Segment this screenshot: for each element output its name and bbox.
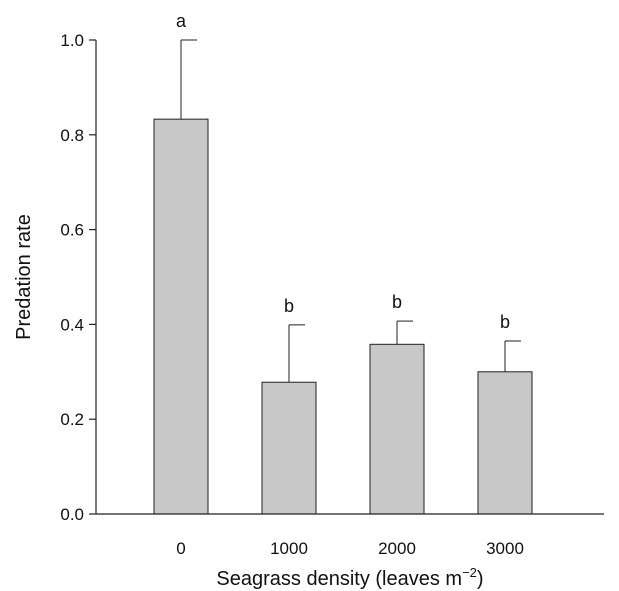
bar-2000 [369,343,425,515]
bar-3000 [477,371,533,515]
y-axis-title: Predation rate [13,214,35,340]
x-axis-title-suffix: ) [477,568,484,590]
significance-label: b [500,312,510,332]
y-tick-label: 0.2 [60,410,84,429]
bar-0 [153,118,209,515]
x-tick-label: 1000 [270,539,308,558]
y-tick-label: 0.6 [60,221,84,240]
y-ticks-layer: 0.0 0.2 0.4 0.6 0.8 1.0 [60,31,96,524]
x-axis-title-exponent: −2 [462,565,477,580]
y-tick-label: 1.0 [60,31,84,50]
x-axis-title-main: Seagrass density (leaves m [216,568,462,590]
error-bars-layer [180,39,521,383]
x-tick-label: 2000 [378,539,416,558]
x-tick-label: 0 [176,539,185,558]
significance-labels-layer: a b b b [176,11,510,332]
y-tick-label: 0.8 [60,126,84,145]
y-tick-label: 0.0 [60,505,84,524]
x-tick-label: 3000 [486,539,524,558]
x-ticks-layer: 0 1000 2000 3000 [176,539,524,558]
bars-layer [153,118,533,515]
significance-label: b [392,292,402,312]
x-axis-title: Seagrass density (leaves m−2) [216,565,483,590]
bar-1000 [261,381,317,515]
y-tick-label: 0.4 [60,315,84,334]
significance-label: a [176,11,187,31]
significance-label: b [284,296,294,316]
